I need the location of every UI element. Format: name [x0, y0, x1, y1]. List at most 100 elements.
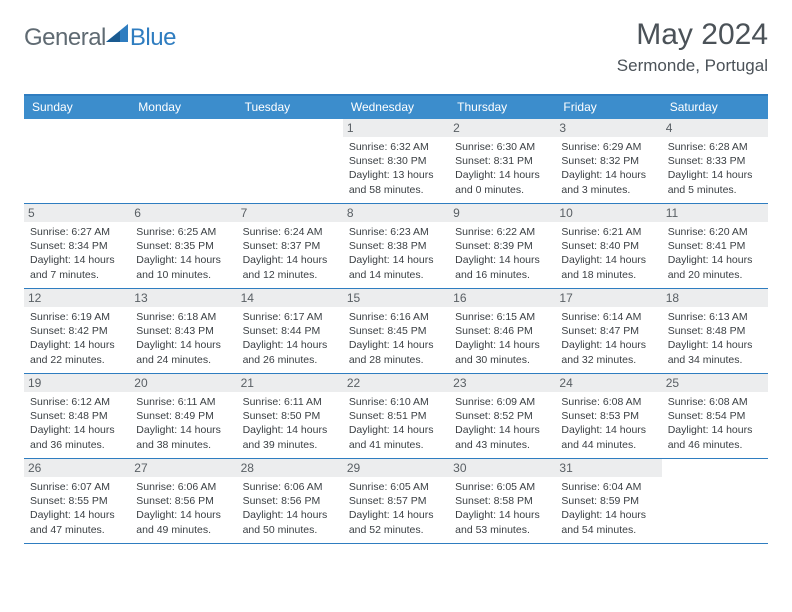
day-header-cell: Saturday: [662, 96, 768, 119]
day-number: 27: [130, 459, 236, 477]
day-info: Sunrise: 6:11 AMSunset: 8:50 PMDaylight:…: [243, 395, 339, 452]
logo: General Blue: [24, 18, 176, 52]
calendar-day: 3 Sunrise: 6:29 AMSunset: 8:32 PMDaylight…: [555, 119, 661, 203]
day-info: Sunrise: 6:06 AMSunset: 8:56 PMDaylight:…: [136, 480, 232, 537]
day-number: 10: [555, 204, 661, 222]
day-number: 23: [449, 374, 555, 392]
day-number: 22: [343, 374, 449, 392]
day-number: 24: [555, 374, 661, 392]
day-number: 29: [343, 459, 449, 477]
day-info: Sunrise: 6:21 AMSunset: 8:40 PMDaylight:…: [561, 225, 657, 282]
day-info: Sunrise: 6:20 AMSunset: 8:41 PMDaylight:…: [668, 225, 764, 282]
day-info: Sunrise: 6:04 AMSunset: 8:59 PMDaylight:…: [561, 480, 657, 537]
day-number: 17: [555, 289, 661, 307]
day-number: 8: [343, 204, 449, 222]
day-info: Sunrise: 6:18 AMSunset: 8:43 PMDaylight:…: [136, 310, 232, 367]
calendar-day: 21 Sunrise: 6:11 AMSunset: 8:50 PMDayligh…: [237, 374, 343, 458]
day-number: 25: [662, 374, 768, 392]
calendar-day: 26Sunrise: 6:07 AMSunset: 8:55 PMDayligh…: [24, 459, 130, 543]
day-info: Sunrise: 6:32 AMSunset: 8:30 PMDaylight:…: [349, 140, 445, 197]
day-number: 9: [449, 204, 555, 222]
calendar-day: 22Sunrise: 6:10 AMSunset: 8:51 PMDayligh…: [343, 374, 449, 458]
calendar-day: 18 Sunrise: 6:13 AMSunset: 8:48 PMDayligh…: [662, 289, 768, 373]
logo-text-1: General: [24, 24, 106, 52]
calendar-week: 12 Sunrise: 6:19 AMSunset: 8:42 PMDayligh…: [24, 289, 768, 374]
day-number: 15: [343, 289, 449, 307]
day-number: 2: [449, 119, 555, 137]
day-header-cell: Monday: [130, 96, 236, 119]
day-number: 13: [130, 289, 236, 307]
day-info: Sunrise: 6:08 AMSunset: 8:53 PMDaylight:…: [561, 395, 657, 452]
calendar-day: 20Sunrise: 6:11 AMSunset: 8:49 PMDayligh…: [130, 374, 236, 458]
calendar-week: 5 Sunrise: 6:27 AMSunset: 8:34 PMDaylight…: [24, 204, 768, 289]
calendar-day-empty: [662, 459, 768, 543]
calendar-day: 11Sunrise: 6:20 AMSunset: 8:41 PMDayligh…: [662, 204, 768, 288]
calendar-day: 8 Sunrise: 6:23 AMSunset: 8:38 PMDaylight…: [343, 204, 449, 288]
day-info: Sunrise: 6:25 AMSunset: 8:35 PMDaylight:…: [136, 225, 232, 282]
calendar-day: 12 Sunrise: 6:19 AMSunset: 8:42 PMDayligh…: [24, 289, 130, 373]
day-info: Sunrise: 6:05 AMSunset: 8:58 PMDaylight:…: [455, 480, 551, 537]
month-title: May 2024: [617, 18, 768, 52]
day-info: Sunrise: 6:13 AMSunset: 8:48 PMDaylight:…: [668, 310, 764, 367]
calendar-day: 23 Sunrise: 6:09 AMSunset: 8:52 PMDayligh…: [449, 374, 555, 458]
day-info: Sunrise: 6:14 AMSunset: 8:47 PMDaylight:…: [561, 310, 657, 367]
day-info: Sunrise: 6:29 AMSunset: 8:32 PMDaylight:…: [561, 140, 657, 197]
title-block: May 2024 Sermonde, Portugal: [617, 18, 768, 76]
calendar-week: 1 Sunrise: 6:32 AMSunset: 8:30 PMDaylight…: [24, 119, 768, 204]
calendar-day: 28 Sunrise: 6:06 AMSunset: 8:56 PMDayligh…: [237, 459, 343, 543]
day-info: Sunrise: 6:19 AMSunset: 8:42 PMDaylight:…: [30, 310, 126, 367]
day-number: 7: [237, 204, 343, 222]
calendar-day: 9 Sunrise: 6:22 AMSunset: 8:39 PMDaylight…: [449, 204, 555, 288]
day-header-cell: Friday: [555, 96, 661, 119]
day-number: 14: [237, 289, 343, 307]
day-info: Sunrise: 6:17 AMSunset: 8:44 PMDaylight:…: [243, 310, 339, 367]
day-info: Sunrise: 6:09 AMSunset: 8:52 PMDaylight:…: [455, 395, 551, 452]
day-number: 28: [237, 459, 343, 477]
calendar-day: 13 Sunrise: 6:18 AMSunset: 8:43 PMDayligh…: [130, 289, 236, 373]
calendar-day: 24 Sunrise: 6:08 AMSunset: 8:53 PMDayligh…: [555, 374, 661, 458]
day-header-row: SundayMondayTuesdayWednesdayThursdayFrid…: [24, 96, 768, 119]
day-number: 19: [24, 374, 130, 392]
day-info: Sunrise: 6:16 AMSunset: 8:45 PMDaylight:…: [349, 310, 445, 367]
location: Sermonde, Portugal: [617, 56, 768, 76]
day-info: Sunrise: 6:30 AMSunset: 8:31 PMDaylight:…: [455, 140, 551, 197]
logo-triangle-icon: [106, 24, 128, 42]
calendar-day: 19Sunrise: 6:12 AMSunset: 8:48 PMDayligh…: [24, 374, 130, 458]
day-number: 5: [24, 204, 130, 222]
calendar-day: 10 Sunrise: 6:21 AMSunset: 8:40 PMDayligh…: [555, 204, 661, 288]
day-number: 21: [237, 374, 343, 392]
calendar-day: 25Sunrise: 6:08 AMSunset: 8:54 PMDayligh…: [662, 374, 768, 458]
calendar-day-empty: [24, 119, 130, 203]
calendar-week: 26Sunrise: 6:07 AMSunset: 8:55 PMDayligh…: [24, 459, 768, 544]
day-number: 18: [662, 289, 768, 307]
calendar-day: 29 Sunrise: 6:05 AMSunset: 8:57 PMDayligh…: [343, 459, 449, 543]
calendar: SundayMondayTuesdayWednesdayThursdayFrid…: [24, 94, 768, 544]
calendar-day: 15 Sunrise: 6:16 AMSunset: 8:45 PMDayligh…: [343, 289, 449, 373]
calendar-day: 7Sunrise: 6:24 AMSunset: 8:37 PMDaylight…: [237, 204, 343, 288]
day-info: Sunrise: 6:22 AMSunset: 8:39 PMDaylight:…: [455, 225, 551, 282]
day-info: Sunrise: 6:06 AMSunset: 8:56 PMDaylight:…: [243, 480, 339, 537]
day-number: 4: [662, 119, 768, 137]
calendar-body: 1 Sunrise: 6:32 AMSunset: 8:30 PMDaylight…: [24, 119, 768, 544]
day-info: Sunrise: 6:28 AMSunset: 8:33 PMDaylight:…: [668, 140, 764, 197]
day-info: Sunrise: 6:05 AMSunset: 8:57 PMDaylight:…: [349, 480, 445, 537]
day-info: Sunrise: 6:11 AMSunset: 8:49 PMDaylight:…: [136, 395, 232, 452]
calendar-week: 19Sunrise: 6:12 AMSunset: 8:48 PMDayligh…: [24, 374, 768, 459]
day-number: 16: [449, 289, 555, 307]
day-number: 3: [555, 119, 661, 137]
calendar-day: 6Sunrise: 6:25 AMSunset: 8:35 PMDaylight…: [130, 204, 236, 288]
day-number: 30: [449, 459, 555, 477]
logo-text-2: Blue: [130, 24, 176, 52]
day-number: 1: [343, 119, 449, 137]
calendar-day: 16 Sunrise: 6:15 AMSunset: 8:46 PMDayligh…: [449, 289, 555, 373]
day-info: Sunrise: 6:23 AMSunset: 8:38 PMDaylight:…: [349, 225, 445, 282]
day-header-cell: Tuesday: [237, 96, 343, 119]
calendar-day: 1 Sunrise: 6:32 AMSunset: 8:30 PMDaylight…: [343, 119, 449, 203]
header: General Blue May 2024 Sermonde, Portugal: [24, 18, 768, 76]
day-number: 12: [24, 289, 130, 307]
calendar-day: 14 Sunrise: 6:17 AMSunset: 8:44 PMDayligh…: [237, 289, 343, 373]
day-info: Sunrise: 6:27 AMSunset: 8:34 PMDaylight:…: [30, 225, 126, 282]
calendar-day: 5 Sunrise: 6:27 AMSunset: 8:34 PMDaylight…: [24, 204, 130, 288]
day-info: Sunrise: 6:15 AMSunset: 8:46 PMDaylight:…: [455, 310, 551, 367]
day-header-cell: Thursday: [449, 96, 555, 119]
